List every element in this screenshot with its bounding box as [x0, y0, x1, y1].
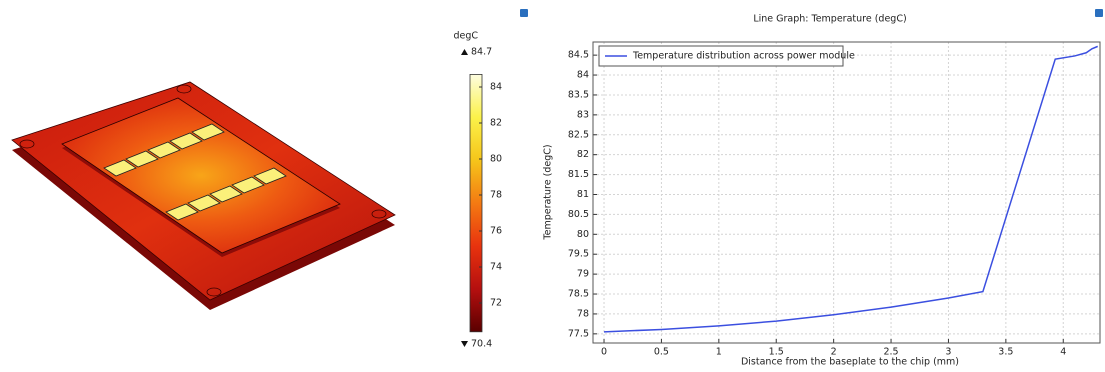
y-tick-label: 77.5 [568, 328, 589, 339]
y-tick-label: 78 [577, 308, 589, 319]
x-tick-label: 3.5 [998, 347, 1013, 358]
y-tick-label: 82.5 [568, 129, 589, 140]
plot-frame [593, 42, 1100, 343]
model-render [12, 82, 395, 310]
min-marker [461, 341, 468, 347]
tick-label: 84 [490, 82, 502, 93]
y-axis-label: Temperature (degC) [543, 144, 554, 240]
y-tick-label: 80.5 [568, 209, 589, 220]
screenshot: degC 72 74 76 78 80 82 84 84.7 70.4 Line Graph: … [0, 0, 1105, 372]
y-tick-label: 81 [577, 189, 589, 200]
y-tick-label: 78.5 [568, 289, 589, 300]
tick-label: 80 [490, 154, 502, 165]
y-tick-label: 79 [577, 269, 589, 280]
x-tick-label: 2 [831, 347, 837, 358]
max-label: 84.7 [471, 47, 492, 58]
y-tick-label: 81.5 [568, 169, 589, 180]
tick-label: 78 [490, 190, 502, 201]
y-tick-label: 83 [577, 109, 589, 120]
y-tick-label: 79.5 [568, 249, 589, 260]
x-tick-label: 1 [716, 347, 722, 358]
toolbar-icon[interactable] [520, 9, 528, 17]
toolbar-icon[interactable] [1095, 9, 1103, 17]
y-tick-label: 80 [577, 229, 589, 240]
min-label: 70.4 [471, 339, 492, 350]
x-tick-label: 3 [945, 347, 951, 358]
chart-title: Line Graph: Temperature (degC) [753, 14, 906, 25]
y-tick-label: 83.5 [568, 89, 589, 100]
y-tick-label: 84 [577, 70, 589, 81]
colorbar-unit: degC [453, 31, 478, 42]
x-tick-label: 0 [601, 347, 607, 358]
colorbar-scale [470, 74, 482, 331]
x-tick-label: 2.5 [883, 347, 898, 358]
tick-label: 76 [490, 226, 502, 237]
tick-label: 82 [490, 118, 502, 129]
legend-label: Temperature distribution across power mo… [632, 51, 855, 62]
tick-label: 72 [490, 298, 502, 309]
data-line [604, 46, 1098, 331]
x-tick-label: 0.5 [654, 347, 669, 358]
x-tick-label: 1.5 [769, 347, 784, 358]
x-axis-label: Distance from the baseplate to the chip … [741, 357, 959, 368]
tick-label: 74 [490, 262, 502, 273]
line-chart: Line Graph: Temperature (degC) Distance … [543, 14, 1101, 368]
x-tick-label: 4 [1060, 347, 1066, 358]
max-marker [461, 49, 468, 55]
y-tick-label: 82 [577, 149, 589, 160]
y-tick-label: 84.5 [568, 50, 589, 61]
colorbar: degC 72 74 76 78 80 82 84 84.7 70.4 [453, 31, 502, 350]
